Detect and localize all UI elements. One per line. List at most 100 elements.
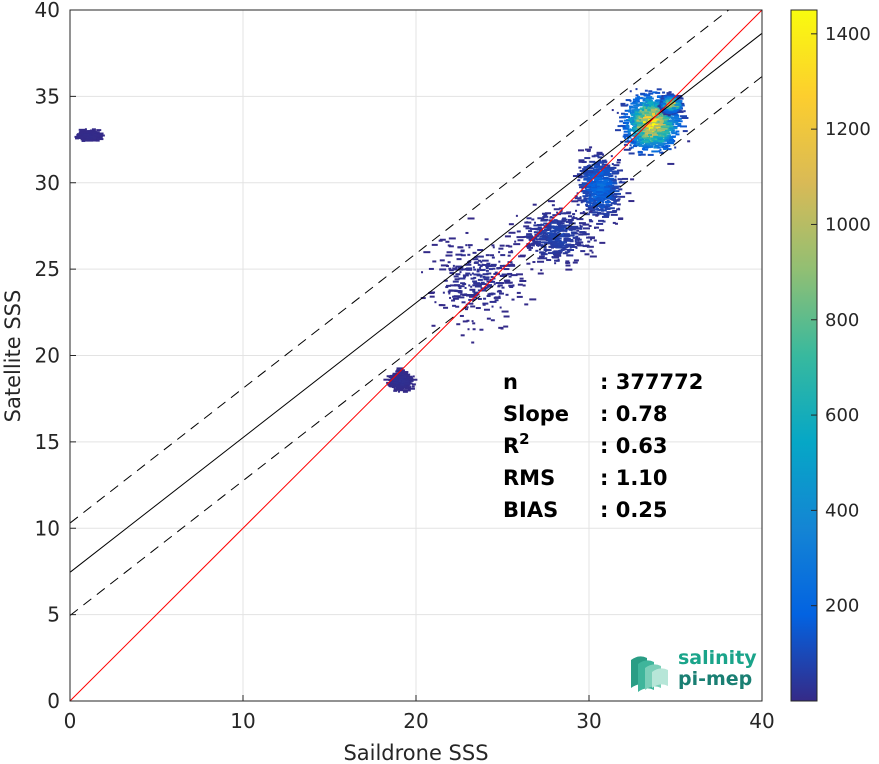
density-cell	[510, 274, 518, 277]
density-cell	[457, 285, 465, 288]
density-cell	[635, 100, 638, 103]
density-cell	[553, 251, 556, 254]
density-cell	[636, 126, 643, 129]
density-cell	[603, 192, 607, 195]
density-cell	[486, 280, 492, 283]
density-cell	[566, 254, 574, 257]
density-cell	[604, 168, 610, 171]
density-cell	[665, 144, 669, 147]
density-cell	[454, 278, 460, 281]
density-cell	[601, 181, 606, 184]
density-cell	[676, 94, 682, 97]
density-cell	[482, 303, 486, 306]
density-cell	[563, 217, 567, 220]
density-cell	[83, 131, 89, 134]
density-cell	[477, 263, 481, 266]
density-cell	[663, 133, 667, 136]
density-cell	[558, 207, 563, 210]
density-cell	[635, 99, 640, 102]
density-cell	[652, 91, 658, 94]
density-cell	[656, 112, 659, 115]
density-cell	[613, 164, 620, 167]
density-cell	[534, 233, 538, 236]
density-cell	[445, 254, 453, 257]
density-cell	[633, 139, 638, 142]
density-cell	[554, 239, 560, 242]
density-cell	[619, 195, 626, 198]
density-cell	[546, 237, 553, 240]
density-cell	[598, 173, 603, 176]
density-cell	[572, 213, 576, 216]
density-cell	[582, 233, 590, 236]
density-cell	[526, 246, 533, 249]
density-cell	[579, 224, 582, 227]
density-cell	[586, 179, 590, 182]
density-cell	[383, 378, 391, 381]
density-cell	[675, 123, 682, 126]
colorbar-tick-label: 200	[825, 596, 859, 617]
density-cell	[581, 187, 584, 190]
density-cell	[476, 270, 480, 273]
density-cell	[659, 96, 662, 99]
density-cell	[549, 230, 557, 233]
density-cell	[537, 244, 540, 247]
density-cell	[488, 280, 496, 283]
density-cell	[508, 251, 514, 254]
density-cell	[599, 204, 603, 207]
density-cell	[663, 117, 669, 120]
stat-value: : 0.78	[600, 402, 668, 426]
density-cell	[503, 325, 509, 328]
density-cell	[484, 238, 489, 241]
density-cell	[504, 235, 511, 238]
density-cell	[643, 124, 646, 127]
density-cell	[528, 238, 532, 241]
density-cell	[95, 139, 100, 142]
density-cell	[488, 268, 493, 271]
density-cell	[565, 264, 571, 267]
density-cell	[655, 133, 659, 136]
density-cell	[79, 135, 87, 138]
density-cell	[593, 192, 596, 195]
density-cell	[448, 245, 454, 248]
density-cell	[591, 206, 595, 209]
density-cell	[662, 119, 667, 122]
density-cell	[467, 217, 475, 220]
density-cell	[658, 116, 665, 119]
density-cell	[649, 134, 657, 137]
density-cell	[611, 189, 616, 192]
density-cell	[99, 135, 103, 138]
density-cell	[639, 132, 643, 135]
density-cell	[663, 109, 668, 112]
density-cell	[657, 143, 665, 146]
density-cell	[647, 131, 653, 134]
density-cell	[454, 290, 462, 293]
density-cell	[505, 293, 509, 296]
density-cell	[675, 96, 683, 99]
density-cell	[552, 253, 555, 256]
density-cell	[91, 128, 96, 131]
density-cell	[459, 271, 462, 274]
density-cell	[556, 242, 562, 245]
density-cell	[614, 129, 621, 132]
density-cell	[650, 137, 655, 140]
density-cell	[467, 261, 472, 264]
density-cell	[668, 144, 671, 147]
density-cell	[628, 152, 635, 155]
density-cell	[508, 231, 516, 234]
density-cell	[674, 117, 682, 120]
stat-value: : 0.25	[600, 498, 668, 522]
density-cell	[616, 111, 619, 114]
density-cell	[542, 236, 550, 239]
density-cell	[509, 286, 514, 289]
density-cell	[485, 278, 489, 281]
density-cell	[549, 238, 552, 241]
density-cell	[472, 322, 476, 325]
density-cell	[617, 169, 624, 172]
density-cell	[659, 123, 662, 126]
density-cell	[486, 285, 493, 288]
density-cell	[429, 291, 436, 294]
density-cell	[448, 292, 451, 295]
density-cell	[573, 259, 579, 262]
y-tick-label: 5	[47, 603, 60, 627]
density-cell	[657, 141, 661, 144]
